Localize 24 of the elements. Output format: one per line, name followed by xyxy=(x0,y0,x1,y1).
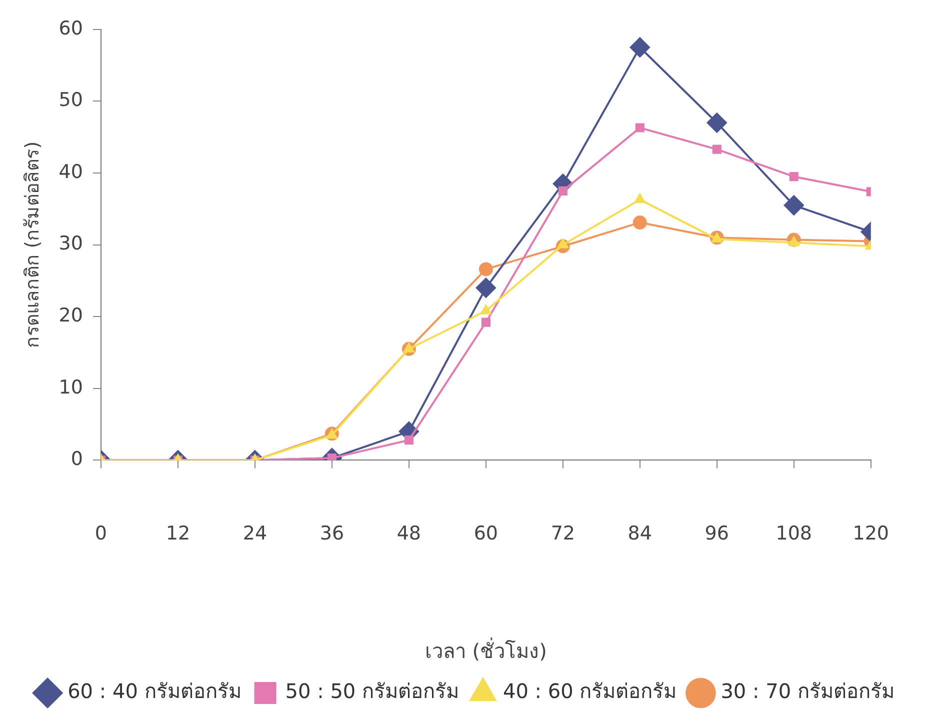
x-tick-label: 12 xyxy=(166,522,190,545)
y-tick-label: 0 xyxy=(70,448,83,470)
legend-label: 30 : 70 กรัมต่อกรัม xyxy=(720,679,894,704)
y-tick-label: 50 xyxy=(58,89,83,112)
x-tick-label: 0 xyxy=(94,522,108,545)
y-tick-label: 20 xyxy=(58,304,83,327)
x-tick-label: 120 xyxy=(852,522,889,545)
x-tick-label: 96 xyxy=(704,522,729,545)
y-tick-label: 10 xyxy=(58,376,83,398)
x-tick-label: 60 xyxy=(474,522,498,545)
x-tick-label: 24 xyxy=(242,522,268,545)
x-tick-label: 36 xyxy=(320,522,344,545)
x-tick-label: 48 xyxy=(396,522,422,545)
legend-label: 40 : 60 กรัมต่อกรัม xyxy=(503,679,677,704)
x-tick-label: 84 xyxy=(628,522,652,545)
y-tick-label: 60 xyxy=(58,17,83,40)
x-tick-label: 108 xyxy=(776,522,812,545)
x-tick-label: 72 xyxy=(550,522,576,545)
y-axis-title: กรดแลกติก (กรัมต่อลิตร) xyxy=(21,141,44,348)
y-tick-label: 30 xyxy=(58,232,83,255)
y-tick-label: 40 xyxy=(58,160,83,183)
x-axis-title: เวลา (ชั่วโมง) xyxy=(424,637,547,664)
legend-label: 60 : 40 กรัมต่อกรัม xyxy=(68,679,242,704)
legend-label: 50 : 50 กรัมต่อกรัม xyxy=(285,679,460,704)
